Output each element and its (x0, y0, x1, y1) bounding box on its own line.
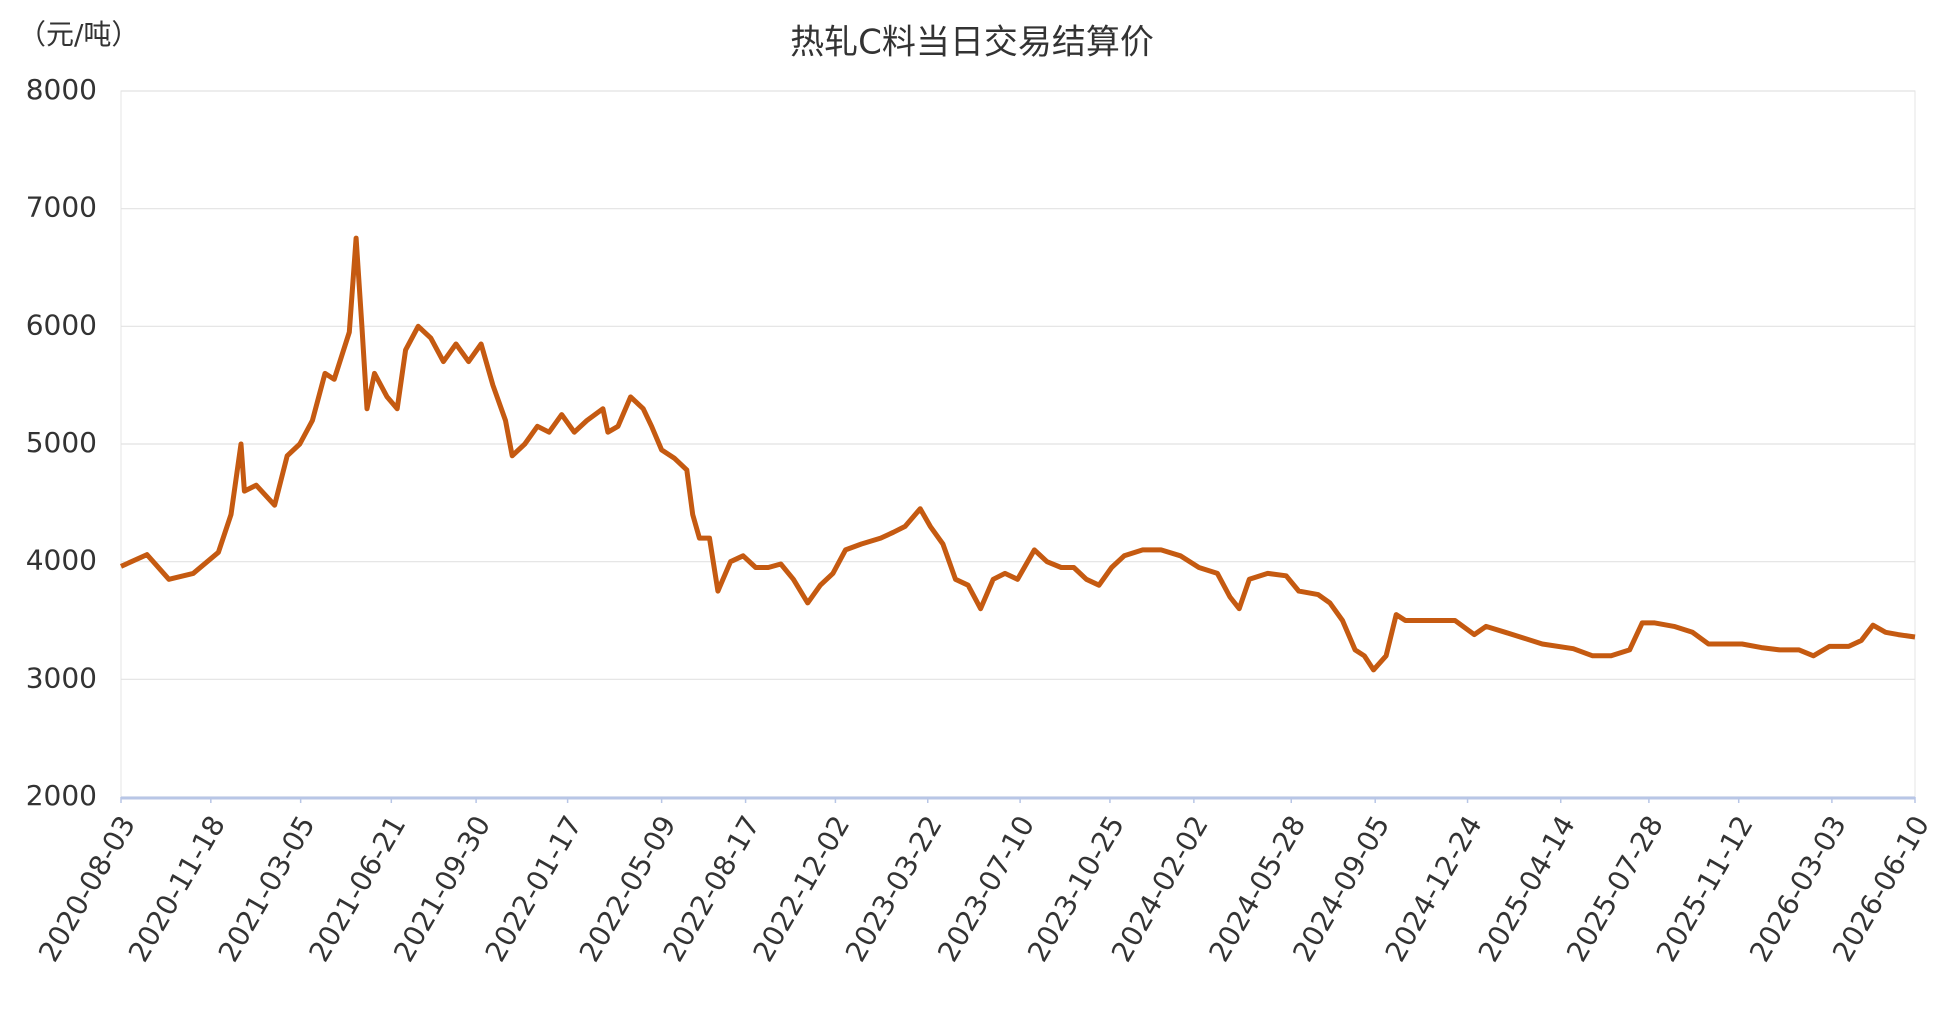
y-tick-label: 3000 (26, 661, 97, 694)
x-tick-label: 2025-11-12 (1650, 810, 1760, 967)
x-tick-label: 2022-01-17 (479, 810, 589, 967)
x-tick-label: 2022-12-02 (746, 810, 856, 967)
x-tick-label: 2024-12-24 (1379, 810, 1489, 967)
line-series (119, 235, 1916, 673)
y-tick-label: 5000 (26, 426, 97, 459)
y-tick-label: 8000 (26, 73, 97, 106)
y-tick-label: 7000 (26, 191, 97, 224)
y-tick-label: 6000 (26, 308, 97, 341)
y-tick-label: 4000 (26, 544, 97, 577)
x-tick-label: 2021-03-05 (212, 810, 322, 967)
y-axis-label: （元/吨） (18, 18, 139, 51)
chart-title: 热轧C料当日交易结算价 (790, 23, 1154, 63)
x-tick-label: 2023-03-22 (839, 810, 949, 967)
y-tick-label: 2000 (26, 779, 97, 812)
